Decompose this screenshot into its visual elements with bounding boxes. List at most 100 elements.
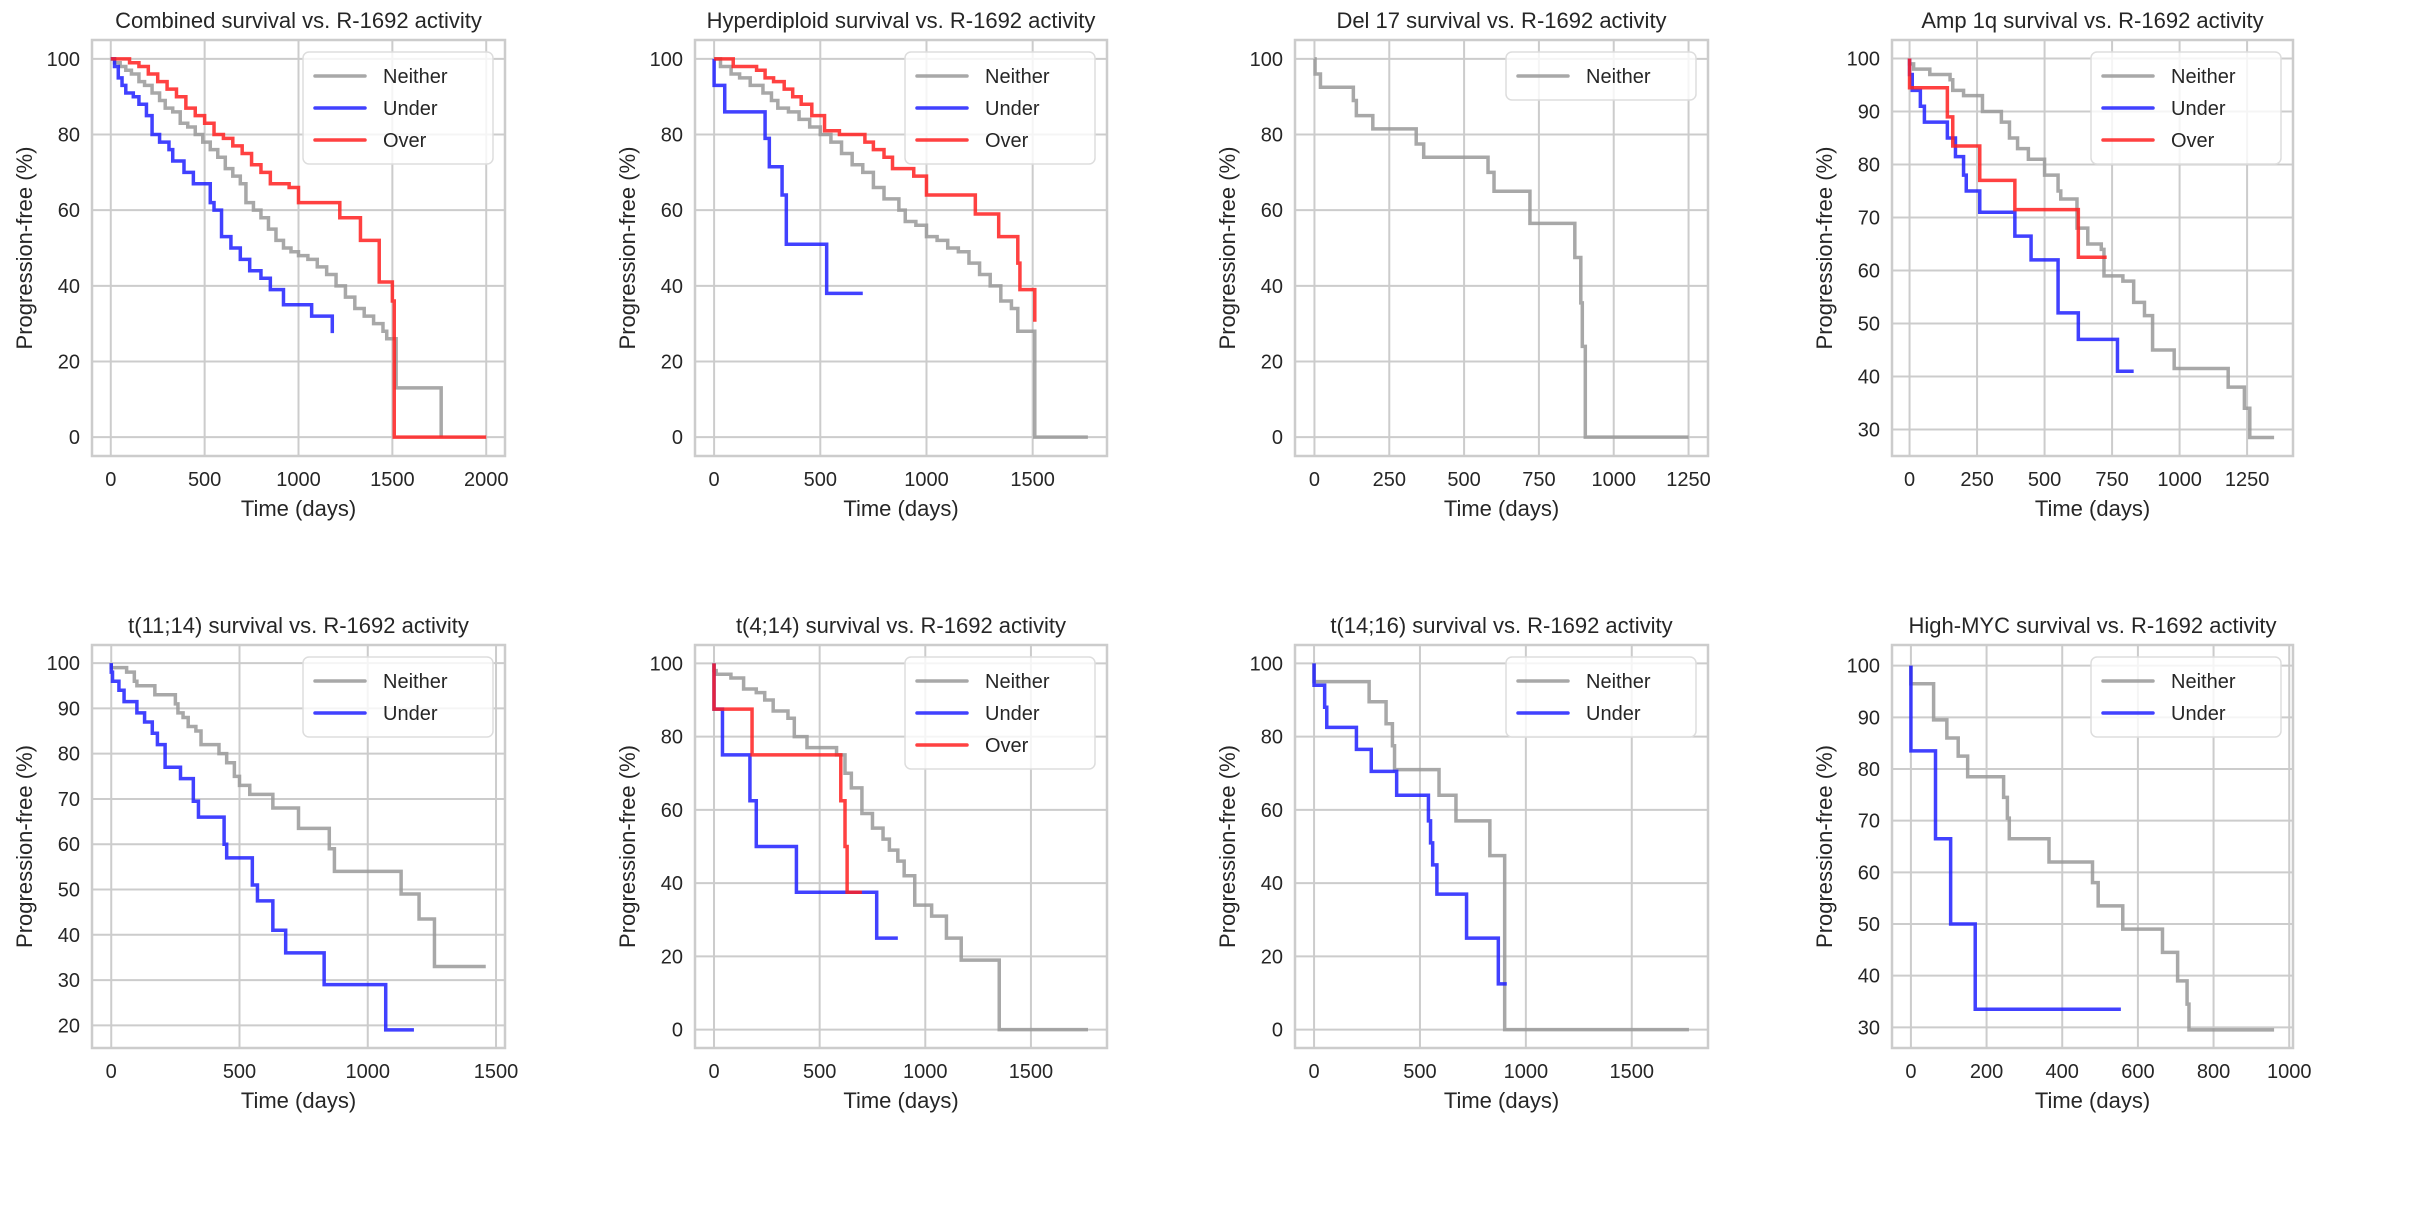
series-line-over (712, 663, 862, 895)
y-tick-label: 40 (58, 276, 80, 298)
x-tick-label: 1000 (2267, 1061, 2312, 1083)
x-tick-label: 1000 (904, 469, 949, 491)
y-tick-label: 100 (47, 49, 80, 71)
legend-label: Neither (985, 66, 1050, 88)
x-tick-label: 0 (709, 469, 720, 491)
y-tick-label: 20 (661, 351, 683, 373)
x-tick-label: 500 (2028, 469, 2061, 491)
x-tick-label: 400 (2046, 1061, 2079, 1083)
x-tick-label: 500 (223, 1061, 256, 1083)
axes-frame (1890, 643, 2295, 1050)
y-tick-label: 70 (1858, 811, 1880, 833)
x-tick-label: 0 (708, 1061, 719, 1083)
y-tick-label: 60 (661, 200, 683, 222)
series-line-neither (714, 57, 1088, 439)
x-tick-label: 1000 (1504, 1061, 1549, 1083)
series-line-under (1907, 58, 2134, 373)
legend-label: Over (985, 130, 1029, 152)
x-tick-label: 500 (1403, 1061, 1436, 1083)
x-axis-label: Time (days) (2035, 496, 2150, 521)
legend-label: Neither (1586, 66, 1651, 88)
x-tick-label: 0 (1309, 469, 1320, 491)
x-axis-label: Time (days) (241, 1088, 356, 1113)
x-tick-label: 0 (105, 469, 116, 491)
series-line-under (1909, 665, 2121, 1011)
y-axis-label: Progression-free (%) (12, 147, 37, 350)
x-tick-label: 1500 (370, 469, 415, 491)
series-line-under (109, 663, 414, 1032)
legend-label: Neither (383, 671, 448, 693)
y-tick-label: 100 (1847, 656, 1880, 678)
y-tick-label: 0 (672, 1020, 683, 1042)
chart-title: t(11;14) survival vs. R-1692 activity (128, 613, 469, 638)
legend-label: Under (2171, 98, 2226, 120)
y-axis-label: Progression-free (%) (1215, 147, 1240, 350)
y-tick-label: 100 (1847, 49, 1880, 71)
legend-label: Neither (985, 671, 1050, 693)
y-tick-label: 60 (1858, 862, 1880, 884)
legend-label: Under (383, 98, 438, 120)
series-line-over (714, 57, 1037, 322)
series-line-neither (1312, 663, 1689, 1032)
legend: Neither Under Over (904, 51, 1096, 165)
series-line-under (1312, 663, 1507, 986)
legend-label: Over (383, 130, 427, 152)
legend: Neither Under Over (904, 656, 1096, 770)
x-tick-label: 600 (2121, 1061, 2154, 1083)
legend-box (1505, 51, 1697, 101)
y-tick-label: 80 (1858, 155, 1880, 177)
y-tick-label: 20 (661, 946, 683, 968)
legend-box (2090, 656, 2282, 738)
y-tick-label: 0 (1272, 427, 1283, 449)
legend-label: Under (985, 98, 1040, 120)
x-tick-label: 0 (1904, 469, 1915, 491)
y-axis-label: Progression-free (%) (1812, 745, 1837, 948)
y-axis-label: Progression-free (%) (1812, 147, 1837, 350)
axes-frame (90, 643, 507, 1050)
y-tick-label: 80 (58, 125, 80, 147)
y-tick-label: 20 (1261, 946, 1283, 968)
legend: Neither Under Over (302, 51, 494, 165)
y-tick-label: 0 (672, 427, 683, 449)
x-tick-label: 1000 (346, 1061, 391, 1083)
y-tick-label: 20 (58, 351, 80, 373)
series-line-under (110, 57, 335, 334)
y-tick-label: 20 (58, 1015, 80, 1037)
y-tick-label: 80 (1261, 125, 1283, 147)
y-tick-label: 100 (1250, 653, 1283, 675)
x-tick-label: 0 (1905, 1061, 1916, 1083)
y-tick-label: 100 (650, 653, 683, 675)
y-axis-label: Progression-free (%) (615, 147, 640, 350)
x-axis-label: Time (days) (1444, 496, 1559, 521)
y-tick-label: 100 (650, 49, 683, 71)
y-tick-label: 100 (1250, 49, 1283, 71)
y-tick-label: 80 (661, 125, 683, 147)
x-tick-label: 1000 (903, 1061, 948, 1083)
x-tick-label: 0 (106, 1061, 117, 1083)
series-line-neither (712, 663, 1088, 1032)
x-axis-label: Time (days) (241, 496, 356, 521)
x-tick-label: 1000 (2157, 469, 2202, 491)
x-tick-label: 250 (1373, 469, 1406, 491)
y-tick-label: 30 (58, 970, 80, 992)
legend-label: Under (985, 703, 1040, 725)
y-tick-label: 20 (1261, 351, 1283, 373)
x-tick-label: 200 (1970, 1061, 2003, 1083)
x-tick-label: 2000 (464, 469, 509, 491)
x-tick-label: 0 (1308, 1061, 1319, 1083)
series-line-over (1907, 58, 2107, 260)
chart-title: t(4;14) survival vs. R-1692 activity (736, 613, 1066, 638)
x-tick-label: 800 (2197, 1061, 2230, 1083)
y-tick-label: 50 (1858, 314, 1880, 336)
axes-frame (693, 643, 1109, 1050)
x-tick-label: 500 (803, 1061, 836, 1083)
y-tick-label: 80 (661, 727, 683, 749)
axes-frame (1293, 38, 1710, 458)
y-tick-label: 40 (58, 925, 80, 947)
legend-label: Over (985, 735, 1029, 757)
x-tick-label: 1000 (276, 469, 321, 491)
legend-label: Under (383, 703, 438, 725)
